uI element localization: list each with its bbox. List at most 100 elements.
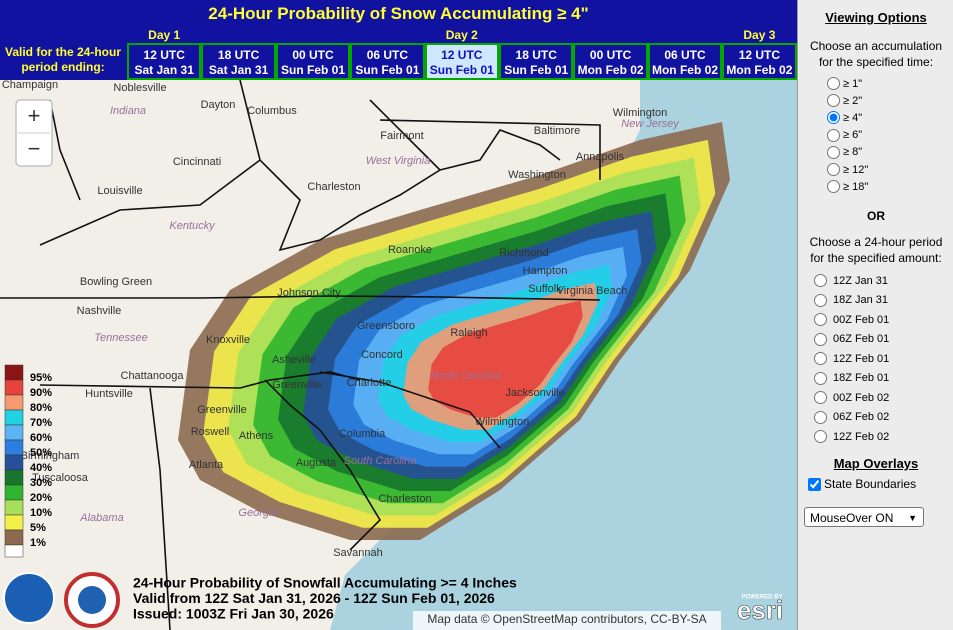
city-label: Greenville [272, 379, 322, 391]
day-label: Day 3 [743, 28, 776, 42]
city-label: Cincinnati [173, 156, 221, 168]
tab-time: 12 UTC [143, 48, 185, 62]
radio[interactable] [827, 77, 840, 90]
period-option[interactable]: 18Z Jan 31 [814, 293, 888, 307]
nws-logo-inner [78, 586, 106, 614]
period-option[interactable]: 18Z Feb 01 [814, 371, 890, 385]
radio[interactable] [814, 293, 827, 307]
period-option[interactable]: 00Z Feb 02 [814, 391, 889, 404]
time-tab[interactable]: 18 UTC Sun Feb 01 [499, 43, 574, 80]
time-tab[interactable]: 00 UTC Mon Feb 02 [573, 43, 648, 80]
time-tab[interactable]: 12 UTC Mon Feb 02 [722, 43, 797, 80]
radio[interactable] [827, 94, 840, 108]
region-label: Alabama [79, 512, 123, 524]
tab-date: Sat Jan 31 [134, 63, 194, 77]
period-option[interactable]: 12Z Jan 31 [814, 274, 888, 287]
city-label: Huntsville [85, 388, 133, 400]
valid-label: Valid for the 24-hour period ending: [4, 45, 121, 74]
legend-label: 40% [30, 462, 52, 474]
period-option[interactable]: 12Z Feb 01 [814, 352, 889, 365]
city-label: Atlanta [189, 459, 224, 471]
city-label: Noblesville [113, 82, 166, 94]
radio[interactable] [814, 391, 827, 404]
city-label: Fairmont [380, 130, 423, 142]
city-label: Suffolk [528, 283, 562, 295]
tab-time: 06 UTC [366, 48, 409, 62]
city-label: Virginia Beach [557, 285, 628, 297]
accumulation-option[interactable]: ≥ 2" [827, 94, 862, 108]
radio[interactable] [814, 274, 827, 287]
city-label: Greenville [197, 404, 247, 416]
city-label: Columbus [247, 105, 297, 117]
state-line [39, 129, 561, 252]
city-label: Chattanooga [121, 370, 185, 382]
radio[interactable] [827, 111, 840, 125]
radio[interactable] [827, 180, 840, 194]
time-tab[interactable]: 18 UTC Sat Jan 31 [201, 43, 276, 80]
city-label: Greensboro [357, 320, 415, 332]
tab-time: 00 UTC [589, 48, 632, 62]
accumulation-option[interactable]: ≥ 6" [827, 128, 863, 142]
radio[interactable] [814, 352, 827, 365]
city-label: Raleigh [450, 327, 487, 339]
map: Champaign Noblesville Indiana Dayton Columbu… [0, 80, 797, 630]
tab-time: 18 UTC [515, 48, 557, 62]
day-label: Day 1 [148, 28, 181, 42]
zoom-in[interactable]: + [28, 103, 41, 128]
radio[interactable] [827, 163, 840, 176]
time-tab[interactable]: 06 UTC Mon Feb 02 [647, 43, 723, 80]
region-label: West Virginia [366, 155, 430, 167]
city-label: Champaign [2, 80, 58, 91]
city-label: Louisville [97, 185, 142, 197]
tab-date: Mon Feb 02 [726, 63, 793, 77]
accumulation-option[interactable]: ≥ 4" [827, 111, 862, 125]
time-tab[interactable]: 12 UTC Sat Jan 31 [127, 43, 202, 80]
legend-swatch [4, 394, 24, 411]
option-label: ≥ 6" [843, 129, 863, 142]
legend-swatch [4, 409, 24, 426]
overlays-title: Map Overlays [833, 456, 919, 471]
option-label: 18Z Feb 01 [833, 372, 890, 384]
radio[interactable] [814, 410, 827, 424]
mouseover-select[interactable]: MouseOver ON ▼ [804, 507, 924, 527]
accumulation-option[interactable]: ≥ 8" [827, 145, 862, 159]
tab-time: 06 UTC [664, 48, 706, 62]
tab-time: 12 UTC [441, 48, 483, 62]
legend-swatch [4, 529, 24, 546]
option-label: ≥ 18" [843, 180, 869, 193]
city-label: Jacksonville [505, 387, 564, 399]
legend-label: 90% [30, 387, 52, 399]
period-option[interactable]: 12Z Feb 02 [814, 430, 889, 443]
legend-swatch [4, 439, 24, 456]
period-option[interactable]: 00Z Feb 01 [814, 313, 889, 326]
state-boundaries-option[interactable]: State Boundaries [808, 477, 916, 491]
radio[interactable] [814, 371, 827, 385]
period-option[interactable]: 06Z Feb 01 [814, 332, 889, 346]
accumulation-option[interactable]: ≥ 18" [827, 180, 869, 194]
option-label: State Boundaries [824, 477, 917, 491]
state-line [319, 371, 501, 449]
legend-swatch-blank [4, 544, 24, 558]
time-tab[interactable]: 06 UTC Sun Feb 01 [350, 43, 425, 80]
legend-label: 95% [30, 372, 52, 384]
accum-prompt: Choose an accumulation for the specified… [809, 39, 943, 69]
radio[interactable] [814, 313, 827, 326]
period-option[interactable]: 06Z Feb 02 [814, 410, 889, 424]
city-label: Bowling Green [80, 276, 152, 288]
state-line [149, 387, 171, 630]
radio[interactable] [814, 332, 827, 346]
checkbox[interactable] [808, 477, 821, 491]
accumulation-option[interactable]: ≥ 1" [827, 77, 862, 90]
esri-logo: esri [737, 595, 783, 625]
probability-contour [428, 300, 583, 418]
tab-date: Sun Feb 01 [355, 63, 420, 77]
radio[interactable] [827, 128, 840, 142]
radio[interactable] [814, 430, 827, 443]
city-label: Birmingham [21, 450, 80, 462]
zoom-out[interactable]: − [28, 136, 41, 161]
accumulation-option[interactable]: ≥ 12" [827, 163, 868, 176]
radio[interactable] [827, 145, 840, 159]
time-tab[interactable]: 00 UTC Sun Feb 01 [275, 43, 351, 80]
tab-date: Sun Feb 01 [429, 63, 494, 77]
time-tab[interactable]: 12 UTC Sun Feb 01 [424, 43, 499, 80]
